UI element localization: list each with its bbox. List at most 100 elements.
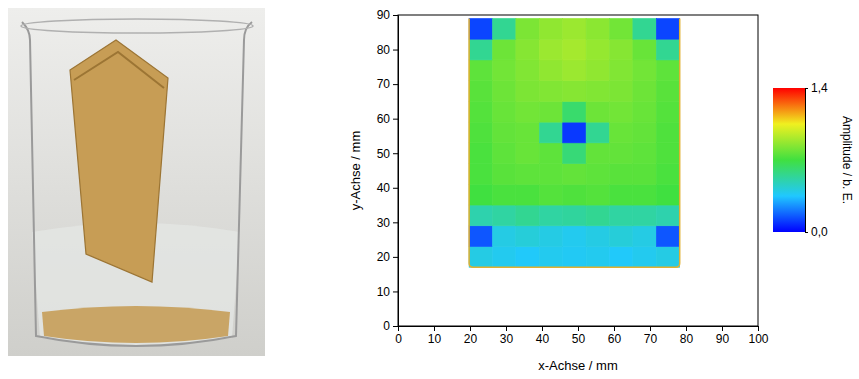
tick: 90 <box>377 8 398 22</box>
cell <box>633 184 656 205</box>
tick-mark <box>393 222 398 223</box>
tick-mark <box>393 119 398 120</box>
cell <box>516 226 539 247</box>
cell <box>516 81 539 102</box>
cell <box>539 226 562 247</box>
tick: 10 <box>377 285 398 299</box>
cell <box>539 60 562 81</box>
cell <box>633 226 656 247</box>
cell <box>633 101 656 122</box>
tick-label: 10 <box>377 285 391 299</box>
tick-label: 0 <box>395 332 402 346</box>
photo <box>8 8 265 356</box>
cell <box>656 81 679 102</box>
cell <box>516 143 539 164</box>
cell <box>656 101 679 122</box>
cell <box>493 18 516 39</box>
cell <box>493 184 516 205</box>
cell <box>516 39 539 60</box>
cell <box>656 122 679 143</box>
tick-label: 50 <box>572 332 586 346</box>
cell <box>563 143 586 164</box>
tick: 80 <box>377 43 398 57</box>
cell <box>563 101 586 122</box>
cell <box>586 60 609 81</box>
tick: 30 <box>500 326 514 346</box>
cell <box>493 122 516 143</box>
tick: 70 <box>377 77 398 91</box>
tick-label: 0 <box>383 319 390 333</box>
cell <box>516 18 539 39</box>
cell <box>563 122 586 143</box>
cell <box>493 247 516 268</box>
cell <box>610 226 633 247</box>
tick: 50 <box>377 147 398 161</box>
tick-mark <box>805 232 808 233</box>
tick-mark <box>393 291 398 292</box>
tick-label: 80 <box>680 332 694 346</box>
cell <box>539 184 562 205</box>
cell <box>586 226 609 247</box>
cell <box>469 18 492 39</box>
cell <box>563 205 586 226</box>
tick-label: 40 <box>536 332 550 346</box>
tick: 20 <box>464 326 478 346</box>
cell <box>563 60 586 81</box>
cell <box>469 226 492 247</box>
tick-label: 20 <box>377 250 391 264</box>
cell <box>563 184 586 205</box>
cell <box>469 164 492 185</box>
tick-label: 50 <box>377 147 391 161</box>
cell <box>586 184 609 205</box>
tick: 60 <box>608 326 622 346</box>
axis-line <box>399 327 759 332</box>
sediment <box>42 306 230 343</box>
cell <box>656 143 679 164</box>
cell <box>493 81 516 102</box>
cell <box>539 247 562 268</box>
tick-label: 70 <box>644 332 658 346</box>
plot-frame <box>398 15 758 326</box>
y-axis: 0102030405060708090 <box>377 8 399 333</box>
tick-mark <box>542 326 543 331</box>
cell <box>633 143 656 164</box>
cell <box>633 39 656 60</box>
tick-label: 40 <box>377 181 391 195</box>
cell <box>563 226 586 247</box>
cell <box>656 39 679 60</box>
tick: 70 <box>644 326 658 346</box>
cell <box>516 122 539 143</box>
tick-label: 90 <box>377 8 391 22</box>
heatmap-cells <box>469 18 680 267</box>
cell <box>610 164 633 185</box>
cell <box>586 39 609 60</box>
tick-mark <box>578 326 579 331</box>
cell <box>610 101 633 122</box>
y-axis-title: y-Achse / mm <box>348 131 363 210</box>
cell <box>493 226 516 247</box>
axis-line <box>393 16 399 327</box>
tick-label: 10 <box>428 332 442 346</box>
cell <box>539 81 562 102</box>
tick: 20 <box>377 250 398 264</box>
tick-label: 90 <box>716 332 730 346</box>
tick-mark <box>722 326 723 331</box>
cell <box>516 60 539 81</box>
cell <box>656 247 679 268</box>
cell <box>586 247 609 268</box>
tick: 1,4 <box>805 81 828 95</box>
cell <box>563 247 586 268</box>
cell <box>469 143 492 164</box>
cell <box>469 60 492 81</box>
tick-label: 1,4 <box>811 81 828 95</box>
cell <box>469 39 492 60</box>
cell <box>656 184 679 205</box>
cell <box>539 101 562 122</box>
cell <box>493 164 516 185</box>
cell <box>586 101 609 122</box>
cell <box>633 18 656 39</box>
tick-label: 60 <box>377 112 391 126</box>
cell <box>586 143 609 164</box>
cell <box>516 205 539 226</box>
tick-mark <box>393 153 398 154</box>
